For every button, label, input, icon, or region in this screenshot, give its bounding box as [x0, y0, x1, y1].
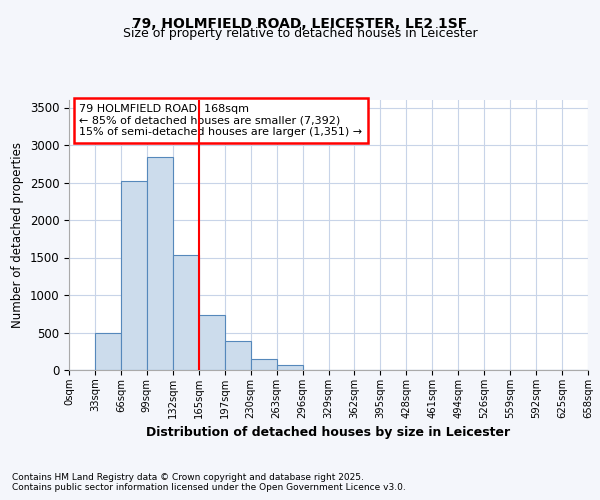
Bar: [199, 314, 224, 370]
X-axis label: Distribution of detached houses by size in Leicester: Distribution of detached houses by size …: [146, 426, 511, 440]
Text: Size of property relative to detached houses in Leicester: Size of property relative to detached ho…: [122, 28, 478, 40]
Bar: [147, 157, 173, 370]
Bar: [225, 341, 251, 370]
Text: Contains HM Land Registry data © Crown copyright and database right 2025.: Contains HM Land Registry data © Crown c…: [12, 472, 364, 482]
Bar: [121, 181, 147, 370]
Bar: [277, 365, 302, 370]
Text: 79 HOLMFIELD ROAD: 168sqm
← 85% of detached houses are smaller (7,392)
15% of se: 79 HOLMFIELD ROAD: 168sqm ← 85% of detac…: [79, 104, 362, 137]
Text: Contains public sector information licensed under the Open Government Licence v3: Contains public sector information licen…: [12, 482, 406, 492]
Y-axis label: Number of detached properties: Number of detached properties: [11, 142, 24, 328]
Bar: [95, 332, 121, 370]
Bar: [251, 359, 277, 370]
Text: 79, HOLMFIELD ROAD, LEICESTER, LE2 1SF: 79, HOLMFIELD ROAD, LEICESTER, LE2 1SF: [133, 18, 467, 32]
Bar: [173, 254, 199, 370]
